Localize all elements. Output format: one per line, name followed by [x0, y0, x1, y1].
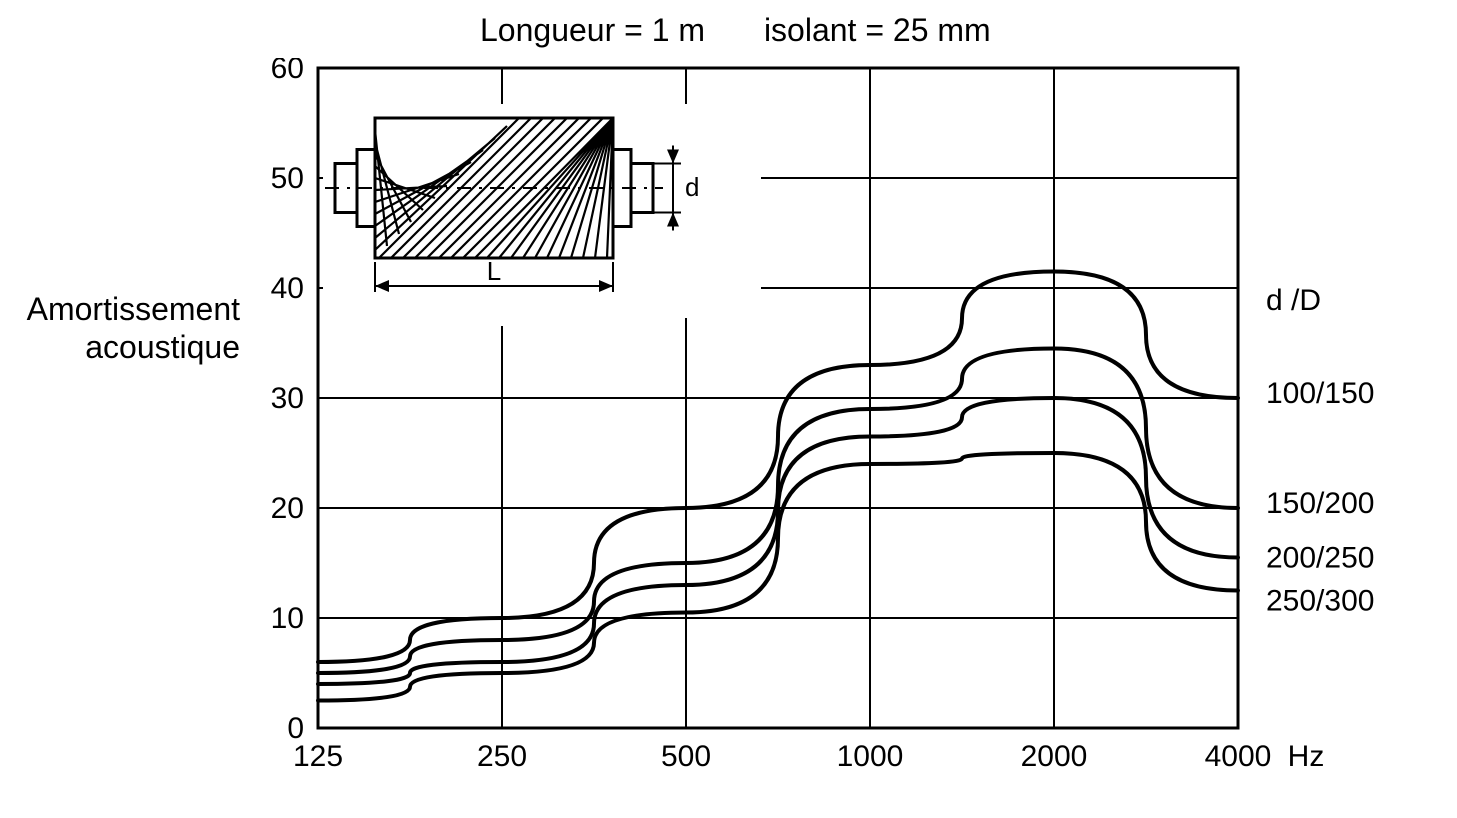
y-tick-label: 50: [271, 162, 304, 195]
header-labels: Longueur = 1 m isolant = 25 mm: [480, 12, 1041, 49]
x-tick-label: 1000: [837, 740, 904, 773]
series-label: 150/200: [1266, 487, 1374, 520]
mask-t: [373, 104, 615, 118]
x-tick-label: 250: [477, 740, 527, 773]
y-tick-label: 40: [271, 272, 304, 305]
x-unit-label: Hz: [1288, 740, 1325, 773]
y-axis-label: Amortissement acoustique: [10, 290, 240, 367]
y-tick-label: 20: [271, 492, 304, 525]
chart-svg: 0102030405060125250500100020004000Hzd /D…: [253, 58, 1453, 818]
x-tick-label: 125: [293, 740, 343, 773]
x-tick-label: 500: [661, 740, 711, 773]
length-label: Longueur = 1 m: [480, 12, 705, 48]
x-tick-label: 2000: [1021, 740, 1088, 773]
series-group-label: d /D: [1266, 284, 1321, 317]
dim-L-label: L: [487, 256, 501, 286]
y-tick-label: 60: [271, 58, 304, 85]
x-tick-label: 4000: [1205, 740, 1272, 773]
dim-d-label: d: [685, 172, 699, 202]
series-label: 200/250: [1266, 542, 1374, 575]
series-label: 250/300: [1266, 585, 1374, 618]
ylabel-line2: acoustique: [10, 328, 240, 366]
y-tick-label: 10: [271, 602, 304, 635]
figure-container: { "header": { "length_label": "Longueur …: [0, 0, 1457, 813]
insulation-label: isolant = 25 mm: [764, 12, 991, 48]
ylabel-line1: Amortissement: [10, 290, 240, 328]
y-tick-label: 30: [271, 382, 304, 415]
chart-area: 0102030405060125250500100020004000Hzd /D…: [253, 58, 1313, 772]
series-label: 100/150: [1266, 377, 1374, 410]
